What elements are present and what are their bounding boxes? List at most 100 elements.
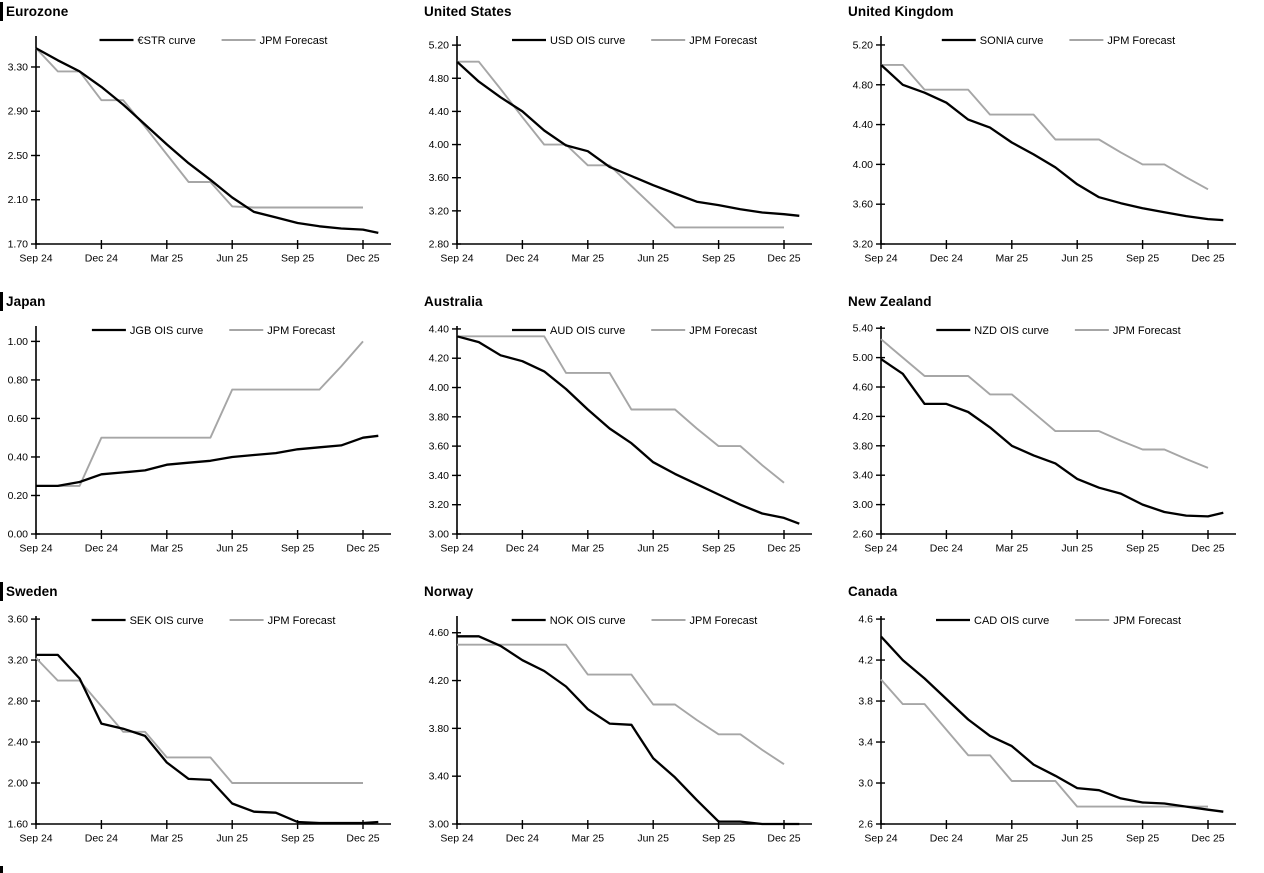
- y-tick-label: 1.70: [8, 239, 29, 251]
- y-axis-ticks: 3.00 3.40 3.80 4.20 4.60: [429, 627, 461, 831]
- chart-title: Australia: [424, 293, 483, 309]
- series-line-jpm-forecast: [36, 340, 364, 487]
- y-tick-label: 1.60: [8, 819, 29, 831]
- y-tick-label: 3.00: [429, 529, 450, 541]
- x-tick-label: Sep 24: [440, 253, 473, 265]
- x-tick-label: Jun 25: [1061, 253, 1093, 265]
- x-tick-label: Dec 24: [85, 543, 118, 555]
- series-line-jgb-ois-curve: [36, 434, 379, 488]
- y-tick-label: 3.60: [429, 441, 450, 453]
- legend-label: USD OIS curve: [550, 35, 625, 47]
- y-tick-label: 4.80: [429, 73, 450, 85]
- x-tick-label: Dec 24: [85, 253, 118, 265]
- x-axis-ticks: Sep 24 Dec 24 Mar 25 Jun 25 Sep 25 Dec 25: [19, 240, 380, 265]
- x-tick-label: Mar 25: [571, 543, 604, 555]
- y-axis-ticks: 2.60 3.00 3.40 3.80 4.20 4.60 5.00 5.40: [853, 323, 885, 541]
- series-line-jpm-forecast: [457, 643, 785, 765]
- legend-item-jgb-ois-curve: JGB OIS curve: [91, 325, 203, 337]
- x-tick-label: Dec 25: [1191, 833, 1224, 845]
- x-tick-label: Sep 25: [702, 833, 735, 845]
- chart-panel-united-states: United States 2.80 3.20 3.60 4.00 4.40 4.80 5.2…: [421, 0, 845, 290]
- legend-item-usd-ois-curve: USD OIS curve: [512, 35, 625, 47]
- x-tick-label: Mar 25: [571, 833, 604, 845]
- x-tick-label: Sep 25: [281, 833, 314, 845]
- x-tick-label: Sep 25: [281, 543, 314, 555]
- chart-canvas: 2.60 3.00 3.40 3.80 4.20 4.60 5.00 5.40 Sep 24 De…: [853, 323, 1236, 555]
- legend-item-cad-ois-curve: CAD OIS curve: [936, 615, 1049, 627]
- section-title-bar: [0, 581, 3, 601]
- series-line-jpm-forecast: [35, 657, 363, 784]
- x-axis-ticks: Sep 24 Dec 24 Mar 25 Jun 25 Sep 25 Dec 25: [864, 530, 1225, 555]
- series-line-jpm-forecast: [880, 678, 1208, 808]
- chart-title: United States: [424, 3, 512, 19]
- y-tick-label: 3.00: [853, 499, 874, 511]
- chart-panel-sweden: Sweden 1.60 2.00 2.40 2.80 3.20 3.60 Sep 24 Dec …: [0, 580, 420, 873]
- chart-canvas: 1.60 2.00 2.40 2.80 3.20 3.60 Sep 24 Dec 24 Mar …: [8, 614, 391, 845]
- chart-title-row: United States: [424, 1, 512, 21]
- y-tick-label: 5.20: [853, 39, 874, 51]
- x-tick-label: Mar 25: [150, 543, 183, 555]
- chart-canvas: 0.00 0.20 0.40 0.60 0.80 1.00 Sep 24 Dec 24 Mar …: [8, 325, 391, 555]
- legend-item-jpm-forecast: JPM Forecast: [221, 35, 327, 47]
- legend-item-jpm-forecast: JPM Forecast: [229, 325, 335, 337]
- x-tick-label: Dec 24: [930, 253, 963, 265]
- axes: [880, 326, 1236, 535]
- y-tick-label: 0.20: [8, 490, 29, 502]
- y-tick-label: 4.80: [853, 79, 874, 91]
- x-tick-label: Mar 25: [150, 253, 183, 265]
- legend: NOK OIS curve JPM Forecast: [511, 615, 757, 627]
- chart-panel-united-kingdom: United Kingdom 3.20 3.60 4.00 4.40 4.80 5.20 Se…: [845, 0, 1264, 290]
- x-tick-label: Sep 25: [702, 253, 735, 265]
- y-tick-label: 2.50: [8, 150, 29, 162]
- y-tick-label: 3.60: [429, 172, 450, 184]
- x-tick-label: Jun 25: [216, 543, 248, 555]
- chart-title-row: Sweden: [0, 581, 58, 601]
- y-axis-ticks: 1.60 2.00 2.40 2.80 3.20 3.60: [8, 614, 40, 831]
- legend: NZD OIS curve JPM Forecast: [936, 325, 1181, 337]
- y-tick-label: 4.00: [853, 159, 874, 171]
- x-tick-label: Dec 24: [506, 253, 539, 265]
- legend-item-sek-ois-curve: SEK OIS curve: [91, 615, 204, 627]
- y-tick-label: 2.40: [8, 737, 29, 749]
- legend-label: JPM Forecast: [689, 35, 757, 47]
- series-line-usd-ois-curve: [456, 60, 800, 217]
- series-line-nok-ois-curve: [457, 635, 800, 826]
- y-axis-ticks: 3.20 3.60 4.00 4.40 4.80 5.20: [853, 39, 885, 251]
- x-tick-label: Mar 25: [150, 833, 183, 845]
- y-tick-label: 4.20: [429, 353, 450, 365]
- x-tick-label: Sep 24: [440, 543, 473, 555]
- legend-label: JPM Forecast: [1113, 615, 1181, 627]
- x-axis-ticks: Sep 24 Dec 24 Mar 25 Jun 25 Sep 25 Dec 25: [440, 240, 801, 265]
- x-tick-label: Jun 25: [1061, 833, 1093, 845]
- y-tick-label: 3.40: [853, 470, 874, 482]
- legend-item-jpm-forecast: JPM Forecast: [1069, 35, 1175, 47]
- y-tick-label: 4.60: [429, 627, 450, 639]
- legend-label: SONIA curve: [980, 35, 1044, 47]
- y-tick-label: 3.20: [429, 499, 450, 511]
- series-line-sonia-curve: [880, 64, 1224, 222]
- x-tick-label: Jun 25: [216, 833, 248, 845]
- chart-title: Norway: [424, 583, 474, 599]
- series-line-jpm-forecast: [457, 335, 785, 484]
- axes: [35, 36, 391, 245]
- x-tick-label: Jun 25: [1061, 543, 1093, 555]
- chart-panel-canada: Canada 2.6 3.0 3.4 3.8 4.2 4.6 Sep 24 Dec 24 Mar …: [845, 580, 1264, 873]
- series-line-jpm-forecast: [881, 63, 1209, 191]
- y-axis-ticks: 2.6 3.0 3.4 3.8 4.2 4.6: [858, 614, 885, 831]
- legend-label: AUD OIS curve: [550, 325, 625, 337]
- x-tick-label: Sep 24: [19, 543, 52, 555]
- legend-item-jpm-forecast: JPM Forecast: [1075, 615, 1181, 627]
- chart-panel-norway: Norway 3.00 3.40 3.80 4.20 4.60 Sep 24 Dec 24 Ma…: [421, 580, 845, 873]
- chart-panel-eurozone: Eurozone 1.70 2.10 2.50 2.90 3.30 Sep 24 Dec 24…: [0, 0, 420, 290]
- legend-label: CAD OIS curve: [974, 615, 1049, 627]
- x-tick-label: Jun 25: [216, 253, 248, 265]
- legend-item-jpm-forecast: JPM Forecast: [651, 615, 757, 627]
- x-tick-label: Sep 25: [702, 543, 735, 555]
- legend-label: JPM Forecast: [1113, 325, 1181, 337]
- chart-panel-new-zealand: New Zealand 2.60 3.00 3.40 3.80 4.20 4.60 5.00 5…: [845, 290, 1264, 580]
- x-axis-ticks: Sep 24 Dec 24 Mar 25 Jun 25 Sep 25 Dec 25: [19, 820, 380, 845]
- y-tick-label: 4.40: [429, 323, 450, 335]
- legend-label: €STR curve: [138, 35, 196, 47]
- x-tick-label: Dec 25: [1191, 543, 1224, 555]
- x-tick-label: Sep 24: [864, 543, 897, 555]
